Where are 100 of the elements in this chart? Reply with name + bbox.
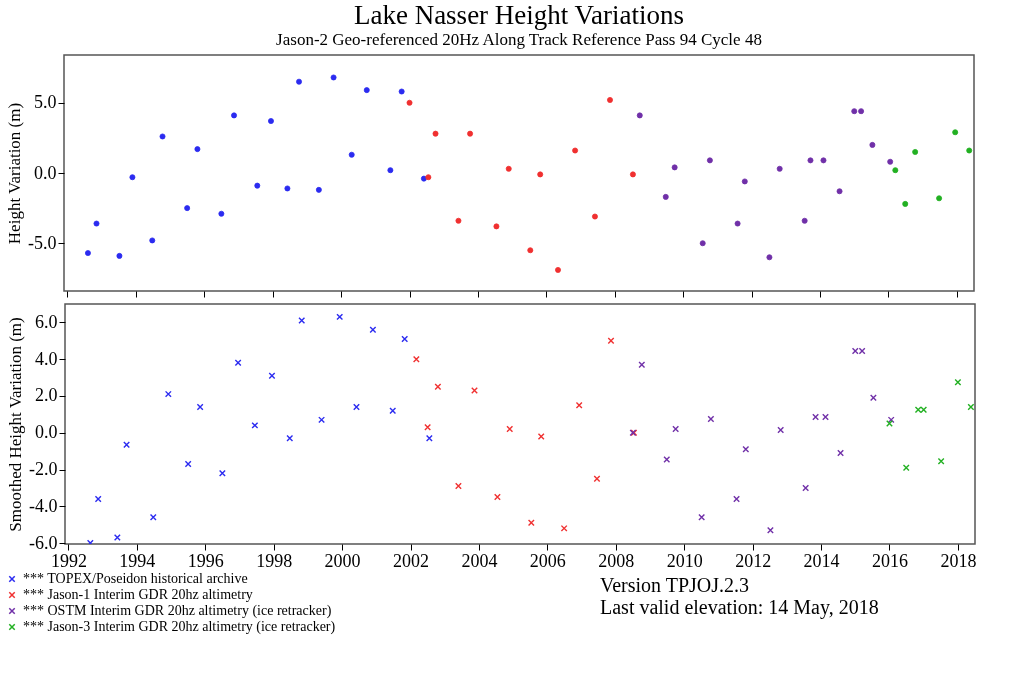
chart-title: Lake Nasser Height Variations <box>353 0 685 30</box>
y-tick-label: -5.0 <box>28 232 57 253</box>
point <box>638 361 646 369</box>
point <box>218 469 226 477</box>
point <box>149 237 156 244</box>
point <box>194 146 201 153</box>
x-tick-label: 2014 <box>803 550 840 571</box>
point <box>671 164 678 171</box>
point <box>94 495 102 503</box>
point <box>593 475 601 483</box>
point <box>493 223 500 230</box>
x-tick-label: 1994 <box>119 550 156 571</box>
point <box>766 526 774 534</box>
point <box>401 335 409 343</box>
point <box>369 326 377 334</box>
point <box>159 133 166 140</box>
point <box>820 157 827 164</box>
point <box>424 423 432 431</box>
point <box>527 247 534 254</box>
x-tick-label: 1996 <box>187 550 224 571</box>
x-tick-label: 2002 <box>393 550 430 571</box>
point <box>707 415 715 423</box>
point <box>741 178 748 185</box>
point <box>196 403 204 411</box>
point <box>505 165 512 172</box>
point <box>766 254 773 261</box>
point <box>698 513 706 521</box>
point <box>662 193 669 200</box>
point <box>967 403 975 411</box>
point <box>336 313 344 321</box>
point <box>936 195 943 202</box>
point <box>268 372 276 380</box>
point <box>807 157 814 164</box>
point <box>607 97 613 103</box>
point <box>455 217 462 224</box>
x-tick-label: 2010 <box>666 550 703 571</box>
point <box>902 464 910 472</box>
legend-label: *** Jason-3 Interim GDR 20hz altimetry (ice retracker) <box>23 619 336 635</box>
y-tick-label: 0.0 <box>34 162 57 183</box>
point <box>537 432 545 440</box>
point <box>123 441 131 449</box>
point <box>296 78 302 85</box>
point <box>231 112 237 119</box>
y-axis-title: Smoothed Height Variation (m) <box>6 317 26 532</box>
y-tick-label: -2.0 <box>29 459 58 480</box>
point <box>902 200 909 207</box>
point <box>801 217 808 224</box>
point <box>184 205 191 212</box>
x-tick-label: 2004 <box>461 550 498 571</box>
point <box>420 175 427 182</box>
point <box>607 337 615 345</box>
point <box>629 171 636 178</box>
point <box>432 130 439 137</box>
x-tick-label: 2016 <box>871 550 908 571</box>
chart-subtitle: Jason-2 Geo-referenced 20Hz Along Track Reference Pass 94 Cycle 48 <box>276 30 762 49</box>
point <box>851 108 858 115</box>
point <box>268 118 274 124</box>
point <box>954 378 962 386</box>
point <box>398 88 405 95</box>
point <box>555 266 561 273</box>
point <box>471 387 478 394</box>
point <box>254 182 261 189</box>
point <box>575 401 583 409</box>
y-tick-label: -4.0 <box>29 495 58 516</box>
point <box>149 513 157 521</box>
point <box>592 213 598 220</box>
point <box>93 220 100 227</box>
y-tick-label: 2.0 <box>35 385 58 406</box>
point <box>318 416 326 424</box>
point <box>966 147 973 154</box>
point <box>116 252 123 259</box>
y-tick-label: -6.0 <box>29 532 58 553</box>
point <box>315 186 322 193</box>
point <box>298 317 306 324</box>
text: Version TPJOJ.2.3 <box>600 574 750 596</box>
point <box>734 220 741 227</box>
y-axis-title: Height Variation (m) <box>5 102 25 245</box>
point <box>218 210 225 217</box>
legend-label: *** Jason-1 Interim GDR 20hz altimetry <box>23 587 253 602</box>
point <box>184 460 192 468</box>
point <box>330 74 337 81</box>
point <box>425 174 432 181</box>
y-tick-label: 0.0 <box>35 422 58 443</box>
x-tick-label: 2006 <box>529 550 566 571</box>
point <box>454 482 462 490</box>
point <box>952 129 959 136</box>
point <box>389 407 397 415</box>
point <box>434 383 442 391</box>
point <box>425 434 433 442</box>
legend-label: *** TOPEX/Poseidon historical archive <box>23 571 248 586</box>
point <box>113 534 121 541</box>
point <box>777 426 785 434</box>
point <box>776 165 783 172</box>
point <box>937 457 945 465</box>
point <box>636 112 643 119</box>
y-tick-label: 5.0 <box>34 92 57 113</box>
point <box>663 455 671 463</box>
x-tick-label: 2012 <box>735 550 772 571</box>
x-tick-label: 2018 <box>940 550 977 571</box>
point <box>892 167 899 174</box>
